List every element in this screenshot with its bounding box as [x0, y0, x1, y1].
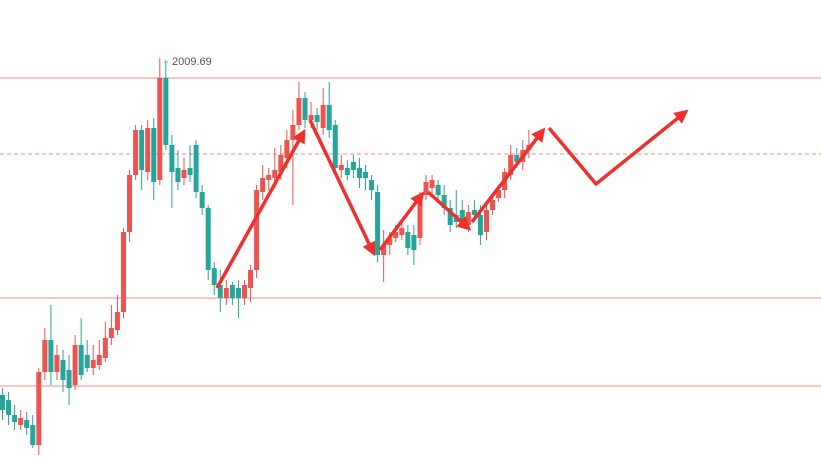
candle-body	[12, 415, 18, 422]
candle-body	[411, 235, 417, 250]
candle-body	[0, 395, 5, 410]
candle-body	[205, 208, 211, 270]
candle-body	[229, 285, 235, 298]
candle-body	[514, 155, 520, 162]
arrow	[426, 190, 472, 231]
candle-body	[211, 268, 217, 285]
candle-body	[308, 115, 314, 120]
arrow	[470, 127, 546, 224]
candle-body	[459, 210, 465, 220]
candle-body	[217, 285, 223, 298]
candle-body	[248, 270, 254, 288]
candle-body	[139, 130, 145, 170]
candle-body	[102, 338, 108, 358]
candle-body	[387, 238, 393, 245]
candle-body	[332, 125, 338, 168]
candle-body	[42, 340, 48, 372]
arrow	[547, 109, 689, 186]
candle-body	[429, 180, 435, 188]
candle-body	[66, 370, 72, 388]
candle-body	[6, 400, 12, 415]
candle-body	[127, 175, 133, 232]
candle-body	[290, 125, 296, 140]
candle-body	[242, 285, 247, 298]
candle-body	[60, 360, 66, 380]
candle-body	[96, 355, 102, 365]
arrow	[378, 191, 425, 252]
candle-body	[484, 210, 489, 232]
candle-body	[344, 168, 350, 175]
candle-body	[465, 212, 471, 225]
candle-body	[326, 105, 332, 130]
candles	[0, 58, 532, 455]
candle-body	[48, 340, 54, 372]
candle-body	[223, 288, 229, 298]
candle-body	[199, 192, 205, 208]
candle-body	[296, 98, 302, 125]
candle-body	[175, 168, 181, 182]
arrow	[215, 128, 306, 289]
candle-body	[393, 232, 399, 238]
candle-body	[496, 190, 502, 198]
candle-body	[405, 232, 411, 248]
candle-body	[72, 345, 78, 385]
candle-body	[36, 372, 42, 445]
candle-body	[157, 78, 163, 180]
candle-body	[477, 215, 483, 235]
candle-body	[193, 145, 199, 192]
candle-body	[254, 190, 260, 270]
candle-body	[399, 228, 405, 235]
candle-body	[187, 168, 193, 175]
candle-body	[78, 345, 84, 375]
candle-body	[151, 128, 157, 182]
candle-body	[169, 145, 175, 172]
candle-body	[369, 180, 375, 190]
candle-body	[284, 140, 290, 158]
candle-body	[490, 200, 496, 210]
candle-body	[508, 155, 514, 175]
candle-body	[381, 245, 387, 255]
high-label: 2009.69	[172, 56, 212, 68]
candle-body	[272, 170, 278, 178]
candle-body	[18, 418, 24, 425]
candle-body	[447, 208, 453, 225]
candle-body	[54, 355, 60, 372]
arrow	[308, 119, 376, 257]
candle-body	[181, 170, 187, 178]
candle-body	[338, 165, 344, 170]
candle-body	[133, 130, 139, 175]
candle-body	[363, 172, 368, 178]
candle-body	[145, 128, 151, 172]
candle-body	[235, 288, 241, 298]
candle-body	[356, 168, 362, 178]
candle-body	[121, 232, 126, 312]
candle-body	[320, 105, 326, 128]
candle-body	[163, 78, 169, 145]
candle-body	[375, 192, 381, 255]
candle-body	[314, 115, 320, 122]
candle-body	[278, 155, 284, 172]
candle-body	[350, 162, 356, 170]
candle-body	[423, 182, 429, 195]
candle-body	[302, 98, 308, 120]
candle-body	[441, 195, 447, 208]
candle-body	[30, 425, 36, 445]
candle-body	[471, 210, 477, 215]
candle-body	[417, 195, 423, 238]
candle-body	[435, 185, 441, 195]
candle-body	[266, 175, 272, 180]
candle-body	[84, 355, 90, 368]
candle-body	[260, 178, 266, 192]
arrows	[215, 109, 689, 289]
candle-body	[24, 420, 30, 428]
candle-body	[114, 312, 120, 330]
candle-body	[90, 360, 96, 368]
candle-body	[108, 328, 114, 338]
